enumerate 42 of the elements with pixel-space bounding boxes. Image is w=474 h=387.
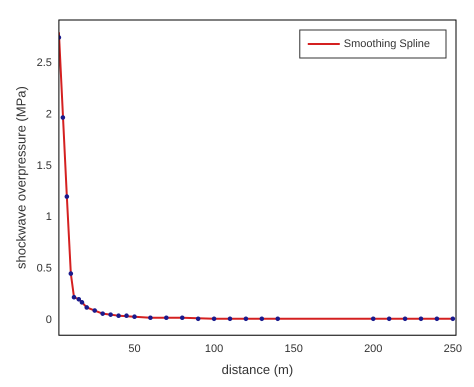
- point: [212, 316, 216, 322]
- point: [68, 271, 74, 276]
- point: [116, 313, 121, 318]
- point: [84, 305, 90, 310]
- y-tick-label: 1.5: [36, 160, 52, 172]
- point: [450, 316, 456, 322]
- point: [164, 315, 169, 320]
- point: [108, 312, 113, 317]
- y-tick-label: 2.5: [36, 57, 52, 70]
- point: [92, 308, 98, 313]
- point: [80, 300, 84, 305]
- legend-label: Smoothing Spline: [344, 38, 430, 50]
- x-tick-label: 50: [128, 342, 141, 355]
- y-tick-label: 1: [46, 211, 52, 224]
- point: [148, 315, 153, 320]
- point: [260, 316, 264, 322]
- x-axis-title: distance (m): [222, 362, 294, 377]
- x-tick-label: 250: [444, 342, 462, 355]
- point: [402, 316, 408, 322]
- y-axis-title: shockwave overpressure (MPa): [13, 86, 28, 269]
- point: [124, 313, 129, 318]
- point: [275, 316, 280, 322]
- point: [386, 316, 392, 322]
- x-tick-label: 200: [364, 342, 382, 355]
- point: [76, 296, 82, 302]
- point: [60, 115, 66, 120]
- point: [72, 294, 76, 300]
- x-tick-label: 100: [204, 342, 224, 355]
- y-tick-label: 2: [46, 108, 52, 120]
- point: [434, 316, 440, 322]
- y-tick-label: 0: [46, 314, 52, 326]
- point: [196, 316, 200, 322]
- y-tick-label: 0.5: [36, 262, 52, 274]
- point: [228, 316, 232, 322]
- point: [418, 316, 424, 322]
- point: [370, 316, 376, 322]
- x-tick-label: 150: [284, 342, 303, 355]
- point: [132, 314, 137, 320]
- point: [244, 316, 248, 322]
- point: [64, 194, 70, 199]
- point: [180, 315, 185, 320]
- point: [100, 311, 105, 316]
